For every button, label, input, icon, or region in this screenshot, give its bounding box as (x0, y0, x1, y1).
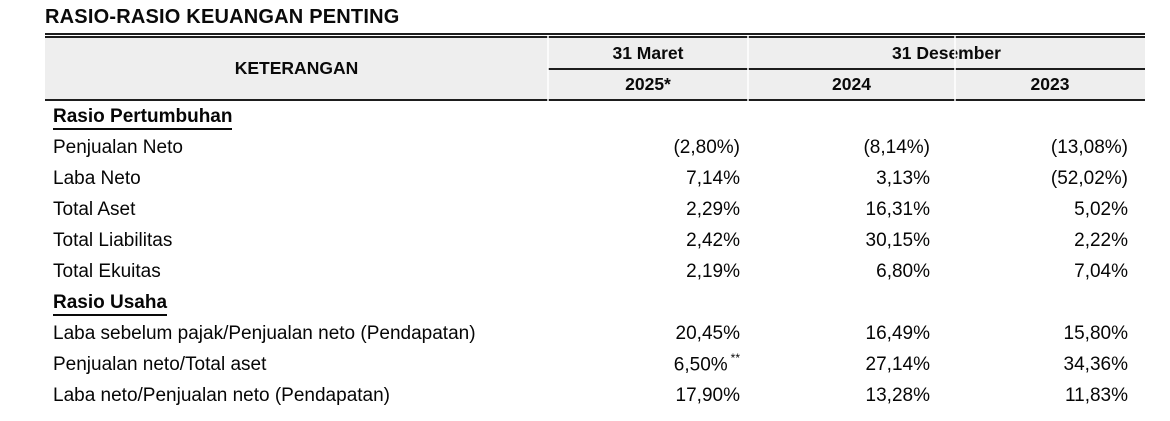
value-2025: 20,45% (675, 322, 740, 344)
column-separator (954, 36, 956, 101)
value-2023: 5,02% (1074, 198, 1128, 220)
value-2025: (2,80%) (673, 136, 740, 158)
column-header-2025: 2025* (625, 74, 671, 94)
value-2023: 11,83% (1064, 384, 1128, 406)
value-2024: (8,14%) (863, 136, 930, 158)
row-label: Total Ekuitas (53, 260, 161, 282)
value-text: 6,50% (673, 354, 728, 376)
header-divider-line (548, 68, 1145, 70)
value-2025: 17,90% (675, 384, 740, 406)
value-2024: 16,49% (865, 322, 930, 344)
value-2024: 16,31% (865, 198, 930, 220)
value-2025: 2,19% (686, 260, 740, 282)
value-2023: (13,08%) (1050, 136, 1128, 158)
column-header-keterangan: KETERANGAN (234, 58, 359, 78)
row-label: Laba Neto (53, 167, 141, 189)
column-group-31-desember: 31 Desember (892, 42, 1001, 63)
table-body: Rasio Pertumbuhan Penjualan Neto (2,80%)… (45, 101, 1145, 411)
page-title: RASIO-RASIO KEUANGAN PENTING (45, 6, 1145, 35)
section-row-rasio-usaha: Rasio Usaha (45, 287, 1145, 318)
table-row-penjualan-neto: Penjualan Neto (2,80%) (8,14%) (13,08%) (45, 132, 1145, 163)
value-2024: 13,28% (865, 384, 930, 406)
column-separator (547, 36, 549, 101)
row-label: Laba sebelum pajak/Penjualan neto (Penda… (53, 322, 476, 344)
table-row-total-liabilitas: Total Liabilitas 2,42% 30,15% 2,22% (45, 225, 1145, 256)
column-header-2023: 2023 (1030, 74, 1070, 94)
row-label: Laba neto/Penjualan neto (Pendapatan) (53, 384, 390, 406)
section-label: Rasio Pertumbuhan (45, 105, 548, 130)
table-row-laba-neto: Laba Neto 7,14% 3,13% (52,02%) (45, 163, 1145, 194)
value-2025: 2,29% (686, 198, 740, 220)
value-2025: 2,42% (686, 229, 740, 251)
table-row-total-aset: Total Aset 2,29% 16,31% 5,02% (45, 194, 1145, 225)
table-row-total-ekuitas: Total Ekuitas 2,19% 6,80% 7,04% (45, 256, 1145, 287)
value-2023: 15,80% (1063, 322, 1128, 344)
value-2024: 30,15% (865, 229, 930, 251)
value-2024: 3,13% (876, 167, 930, 189)
section-row-rasio-pertumbuhan: Rasio Pertumbuhan (45, 101, 1145, 132)
table-row-penjualan-neto-total-aset: Penjualan neto/Total aset 6,50% ** 27,14%… (45, 349, 1145, 380)
value-2023: (52,02%) (1050, 167, 1128, 189)
value-2024: 27,14% (865, 353, 930, 375)
value-2023: 34,36% (1063, 353, 1128, 375)
table-header-band: KETERANGAN 31 Maret 31 Desember 2025* 20… (45, 36, 1145, 101)
value-2023: 2,22% (1074, 229, 1128, 251)
column-header-2024: 2024 (832, 74, 871, 94)
footnote-marker: ** (730, 351, 740, 366)
column-separator (747, 36, 749, 101)
table-row-laba-neto-penjualan-neto: Laba neto/Penjualan neto (Pendapatan) 17… (45, 380, 1145, 411)
row-label: Total Aset (53, 198, 136, 220)
table-row-laba-sebelum-pajak: Laba sebelum pajak/Penjualan neto (Penda… (45, 318, 1145, 349)
row-label: Penjualan neto/Total aset (53, 353, 267, 375)
value-2024: 6,80% (876, 260, 930, 282)
section-label-text: Rasio Pertumbuhan (53, 105, 233, 130)
value-2025: 7,14% (686, 167, 740, 189)
value-2023: 7,04% (1074, 260, 1128, 282)
section-label-text: Rasio Usaha (53, 291, 168, 316)
row-label: Total Liabilitas (53, 229, 173, 251)
column-group-31-maret: 31 Maret (612, 42, 684, 63)
value-2025: 6,50% ** (548, 351, 748, 376)
row-label: Penjualan Neto (53, 136, 183, 158)
section-label: Rasio Usaha (45, 291, 548, 316)
